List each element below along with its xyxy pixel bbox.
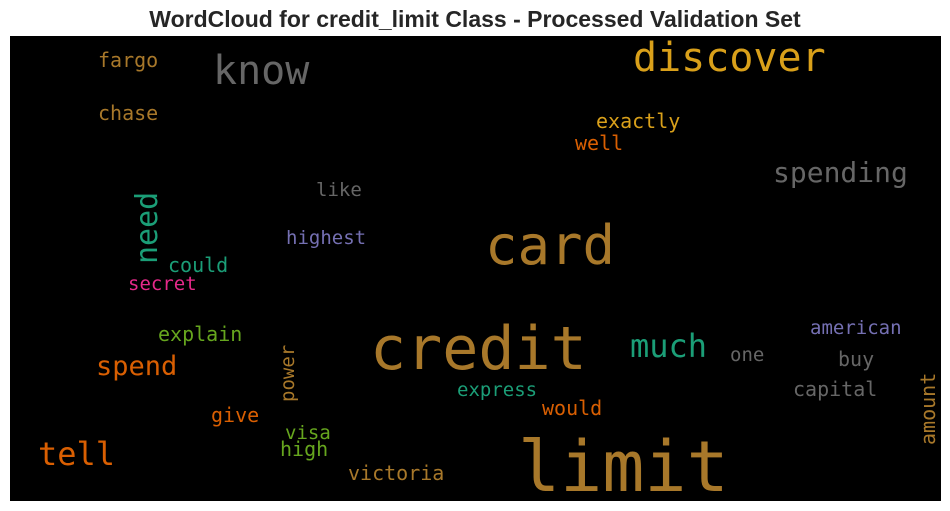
word-buy: buy xyxy=(838,347,874,371)
word-credit: credit xyxy=(370,314,587,384)
word-one: one xyxy=(730,344,764,366)
word-tell: tell xyxy=(38,435,115,473)
word-know: know xyxy=(213,48,310,94)
wordcloud-canvas: limit credit card discover know much need spend… xyxy=(10,36,941,501)
chart-title: WordCloud for credit_limit Class - Proce… xyxy=(149,6,801,32)
wordcloud-background xyxy=(10,36,941,501)
word-express: express xyxy=(457,379,537,401)
word-visa: visa xyxy=(285,422,331,444)
word-victoria: victoria xyxy=(348,461,444,485)
word-chase: chase xyxy=(98,101,158,125)
word-american: american xyxy=(810,317,902,339)
word-like: like xyxy=(316,179,362,201)
wordcloud-words: limit credit card discover know much need spend… xyxy=(38,36,940,501)
word-capital: capital xyxy=(793,377,877,401)
word-give: give xyxy=(211,403,259,427)
word-limit: limit xyxy=(518,426,729,501)
word-amount: amount xyxy=(916,373,940,445)
word-power: power xyxy=(277,345,299,402)
word-exactly: exactly xyxy=(596,109,680,133)
word-could: could xyxy=(168,253,228,277)
word-explain: explain xyxy=(158,322,242,346)
word-highest: highest xyxy=(286,227,366,249)
word-discover: discover xyxy=(633,36,826,81)
word-card: card xyxy=(485,214,615,277)
word-secret: secret xyxy=(128,273,197,295)
word-spend: spend xyxy=(96,351,177,382)
word-high: high xyxy=(280,437,328,461)
word-need: need xyxy=(130,192,165,264)
word-much: much xyxy=(630,327,707,365)
word-spending: spending xyxy=(773,156,908,189)
word-well: well xyxy=(575,131,623,155)
word-fargo: fargo xyxy=(98,48,158,72)
word-would: would xyxy=(542,396,602,420)
